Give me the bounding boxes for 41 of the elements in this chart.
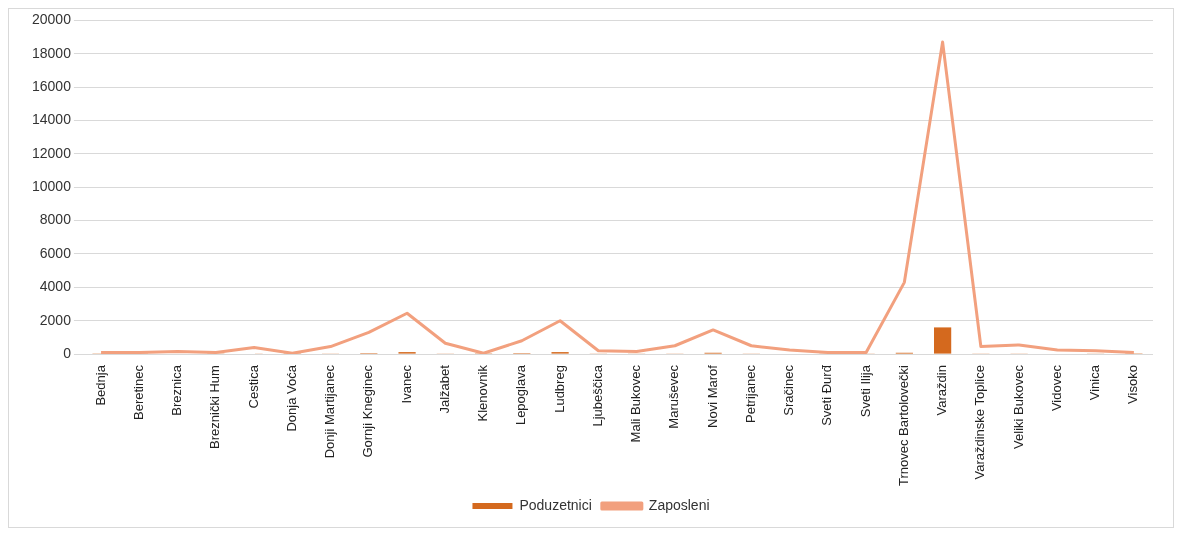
x-tick-label: Petrijanec	[742, 364, 758, 423]
y-tick-label: 4000	[39, 278, 72, 295]
x-tick-label: Cestica	[245, 364, 261, 409]
x-tick-label: Breznički Hum	[207, 365, 223, 449]
y-tick-label: 0	[63, 344, 72, 361]
x-tick-label: Novi Marof	[704, 364, 720, 428]
x-tick-label: Donja Voća	[283, 364, 299, 432]
y-tick-label: 2000	[39, 311, 72, 328]
legend-label: Zaposleni	[648, 496, 710, 513]
y-tick-label: 20000	[31, 11, 72, 28]
x-tick-label: Maruševec	[666, 364, 682, 429]
x-tick-label: Beretinec	[130, 364, 146, 421]
x-tick-label: Sveti Đurđ	[819, 364, 835, 426]
x-tick-label: Vidovec	[1048, 364, 1064, 412]
x-tick-label: Mali Bukovec	[628, 364, 644, 443]
x-tick-label: Trnovec Bartolovečki	[895, 365, 911, 487]
x-tick-label: Bednja	[92, 364, 108, 406]
x-tick-label: Varaždinske Toplice	[972, 365, 988, 480]
x-tick-label: Varaždin	[934, 365, 950, 416]
y-tick-label: 10000	[31, 178, 72, 195]
x-tick-label: Breznica	[169, 364, 185, 416]
y-tick-label: 14000	[31, 111, 72, 128]
x-tick-label: Jalžabet	[436, 364, 452, 414]
y-tick-label: 6000	[39, 244, 72, 261]
x-tick-label: Vinica	[1087, 364, 1103, 401]
y-tick-label: 16000	[31, 78, 72, 94]
y-tick-label: 8000	[39, 211, 72, 228]
x-tick-label: Veliki Bukovec	[1010, 364, 1026, 449]
x-tick-label: Ludbreg	[551, 365, 567, 413]
x-tick-label: Gornji Kneginec	[360, 364, 376, 458]
x-tick-label: Sračinec	[781, 364, 797, 416]
x-tick-label: Donji Martijanec	[322, 364, 338, 459]
legend-label: Poduzetnici	[519, 496, 592, 513]
y-tick-label: 12000	[31, 144, 72, 161]
x-tick-label: Klenovnik	[475, 364, 491, 422]
x-tick-label: Ivanec	[398, 364, 414, 404]
x-tick-label: Visoko	[1125, 365, 1141, 404]
x-tick-label: Lepoglava	[513, 364, 529, 426]
y-tick-label: 18000	[31, 44, 72, 61]
x-tick-label: Ljubeščica	[589, 364, 605, 427]
x-tick-label: Sveti Ilija	[857, 364, 873, 418]
